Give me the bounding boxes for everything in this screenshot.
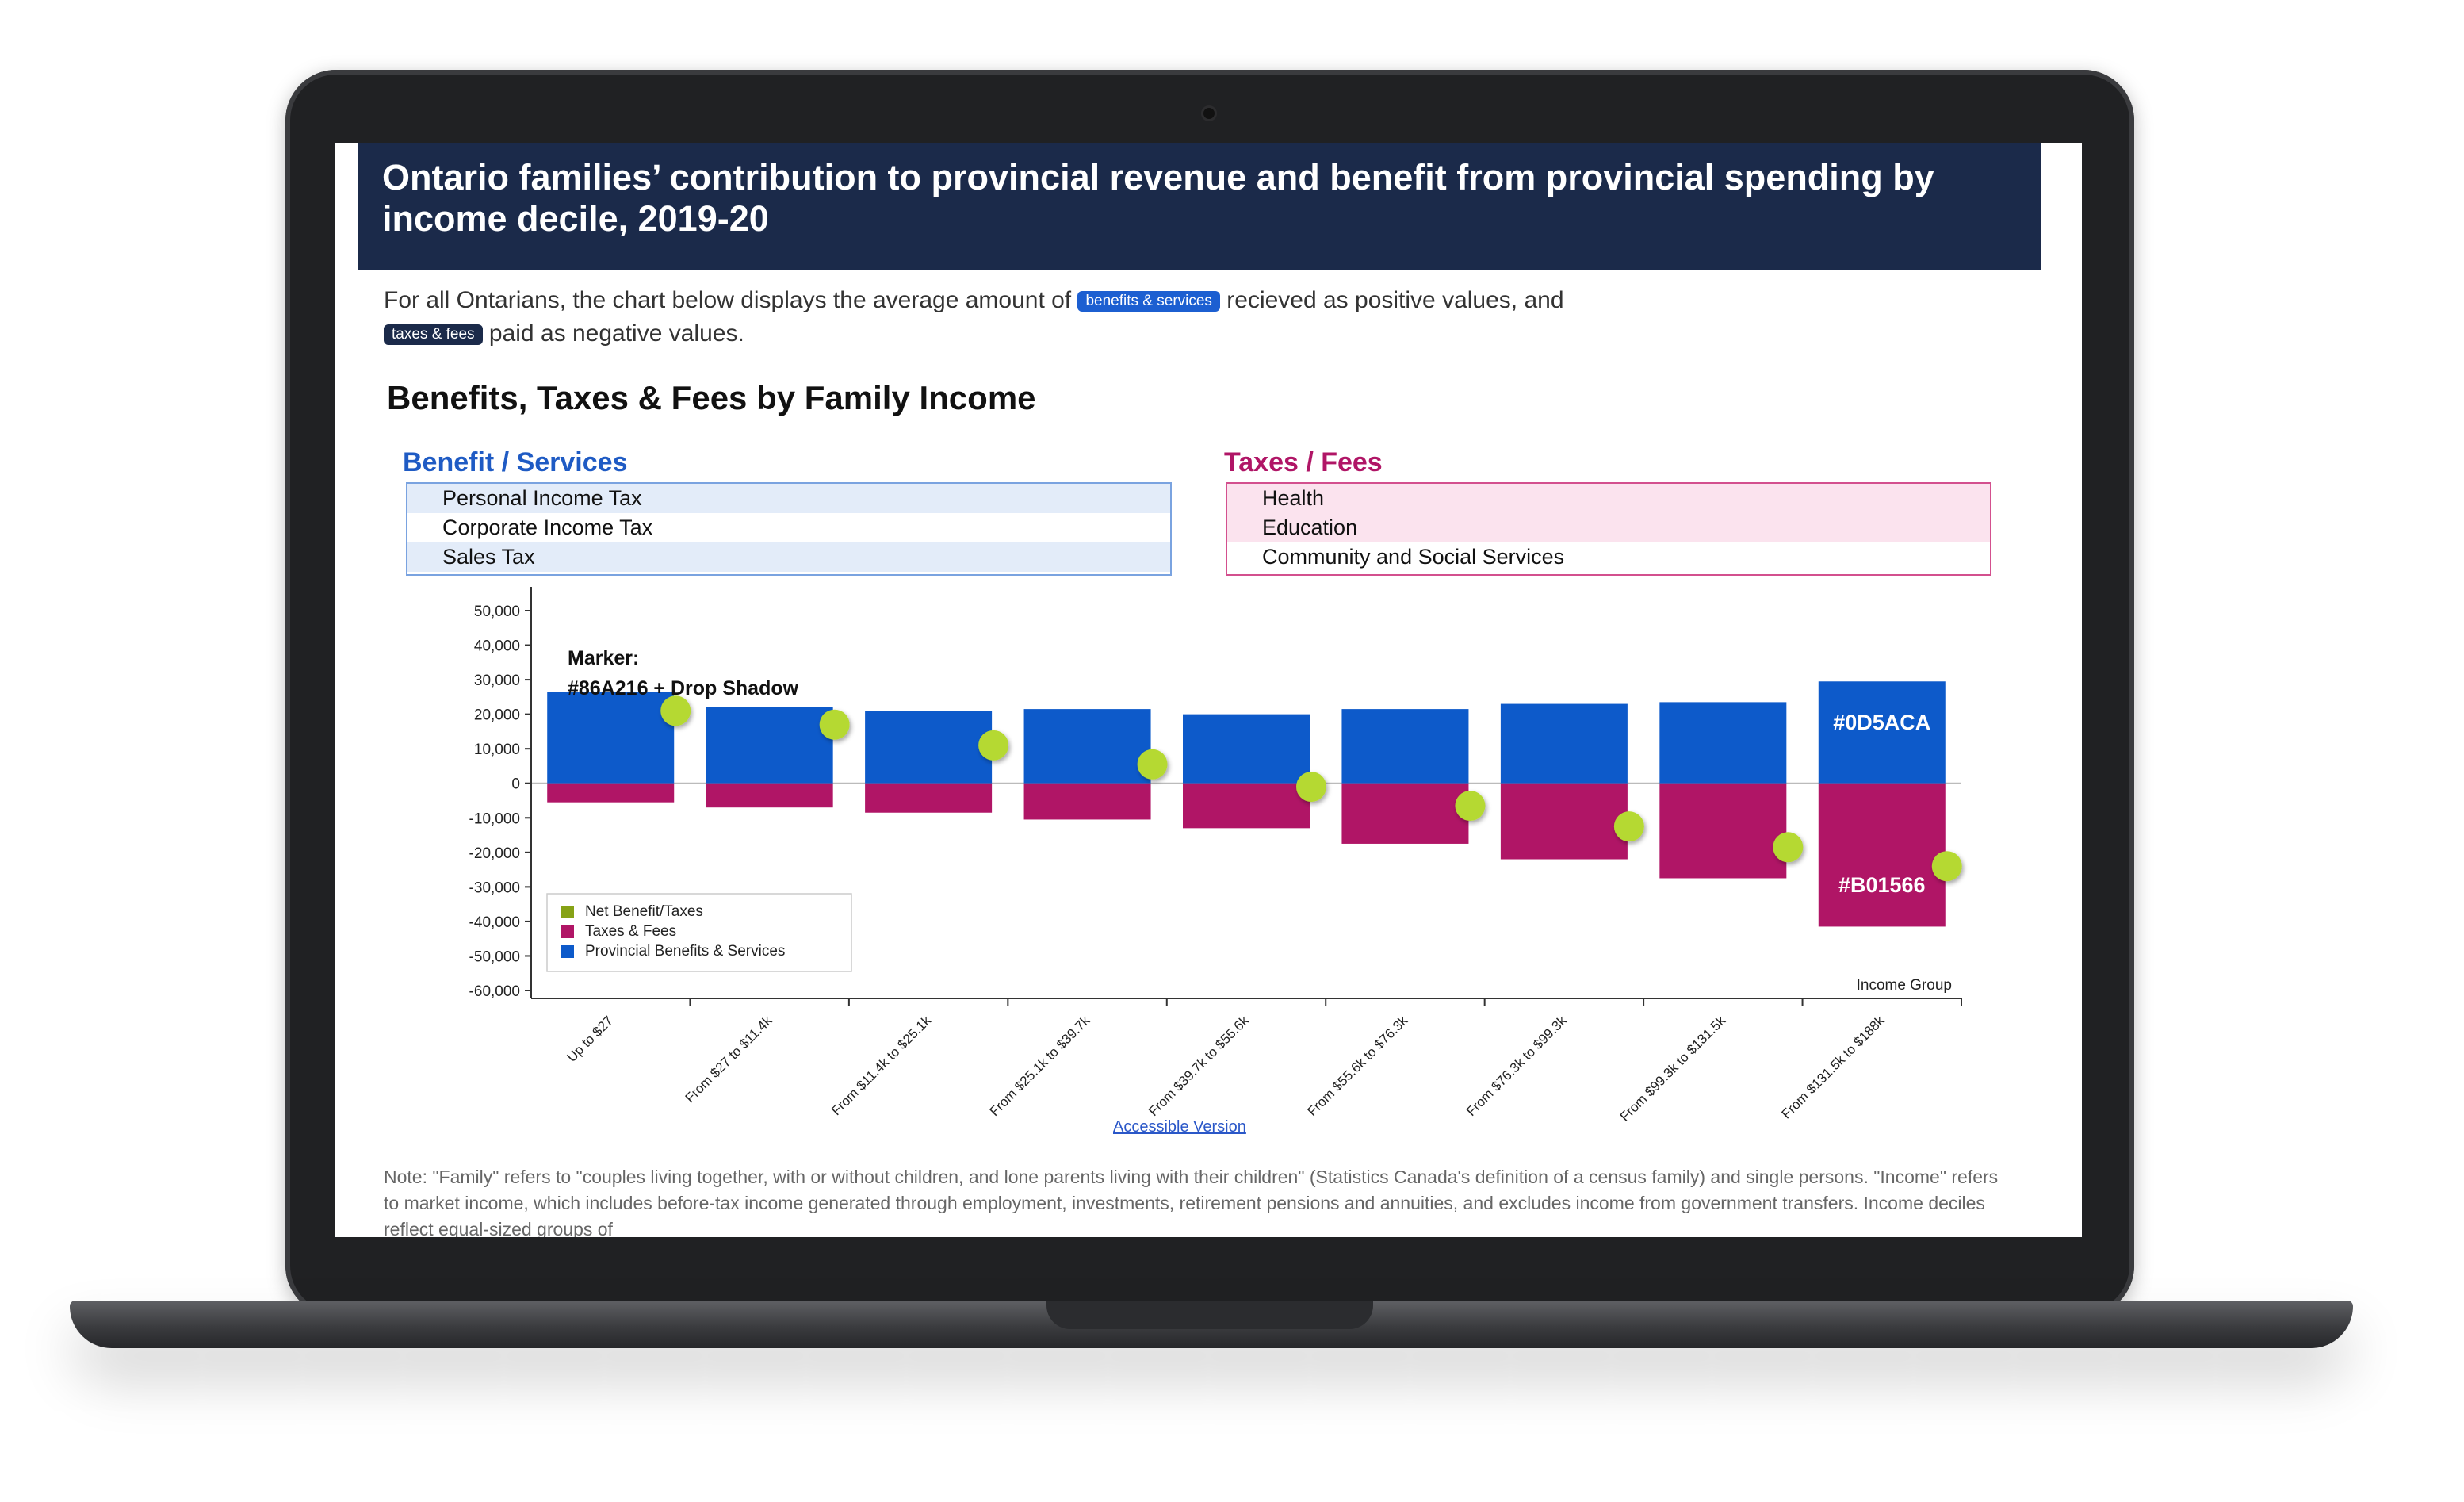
legend-swatch (561, 925, 574, 938)
legend-swatch (561, 945, 574, 958)
x-tick-label: From $11.4k to $25.1k (828, 1013, 934, 1118)
tax-bar (865, 783, 993, 813)
benefit-bar (1023, 709, 1151, 784)
x-tick-label: From $131.5k to $188k (1779, 1013, 1888, 1121)
laptop-notch (1046, 1301, 1373, 1329)
y-tick-label: -20,000 (469, 845, 520, 862)
y-tick-label: 0 (511, 776, 520, 793)
tax-color-label: #B01566 (1838, 873, 1926, 897)
marker-annotation-color: #86A216 + Drop Shadow (568, 677, 799, 699)
y-tick-label: -60,000 (469, 983, 520, 1000)
y-tick-label: 30,000 (474, 672, 520, 689)
y-tick-label: 20,000 (474, 707, 520, 724)
tax-bar (1500, 783, 1628, 860)
tax-bar (1023, 783, 1151, 820)
intro-text-1: For all Ontarians, the chart below displ… (384, 287, 1078, 313)
legend-label: Taxes & Fees (585, 923, 676, 940)
intro-text-3: paid as negative values. (482, 320, 744, 347)
y-tick-label: 40,000 (474, 638, 520, 655)
legend-label: Provincial Benefits & Services (585, 943, 785, 960)
legend-label: Net Benefit/Taxes (585, 903, 703, 920)
benefit-bar (1818, 681, 1946, 784)
benefits-list: Personal Income Tax Corporate Income Tax… (406, 482, 1172, 576)
x-tick-label: From $76.3k to $99.3k (1463, 1013, 1570, 1119)
tax-bar (706, 783, 833, 808)
tax-bar (1659, 783, 1787, 879)
tax-bar (1818, 783, 1946, 927)
footnote: Note: "Family" refers to "couples living… (384, 1167, 1999, 1237)
taxes-pill: taxes & fees (384, 324, 483, 346)
chart-title: Benefits, Taxes & Fees by Family Income (387, 379, 1036, 416)
benefit-bar (1659, 702, 1787, 784)
benefits-item[interactable]: Personal Income Tax (407, 484, 1170, 513)
net-benefit-marker (1137, 749, 1168, 780)
page-title: Ontario families’ contribution to provin… (358, 143, 2041, 270)
x-tick-label: From $27 to $11.4k (683, 1013, 775, 1105)
taxes-list: Health Education Community and Social Se… (1226, 482, 1991, 576)
chart-intro: For all Ontarians, the chart below displ… (384, 284, 2049, 351)
net-benefit-marker (978, 730, 1009, 761)
laptop-screen: Ontario families’ contribution to provin… (335, 143, 2082, 1237)
x-axis-title: Income Group (1857, 977, 1952, 994)
tax-bar (547, 783, 675, 803)
benefit-bar (547, 692, 675, 784)
benefit-bar (1183, 714, 1310, 784)
y-tick-label: -10,000 (469, 810, 520, 827)
net-benefit-marker (1455, 791, 1486, 822)
benefit-color-label: #0D5ACA (1833, 711, 1930, 734)
benefit-bar (1500, 703, 1628, 784)
legend-swatch (561, 906, 574, 918)
net-benefit-marker (1296, 772, 1326, 803)
y-tick-label: 50,000 (474, 603, 520, 620)
net-benefit-marker (1773, 832, 1804, 863)
x-tick-label: From $99.3k to $131.5k (1617, 1013, 1729, 1125)
net-benefit-marker (660, 695, 691, 726)
net-benefit-marker (1613, 811, 1644, 842)
net-benefit-marker (1931, 851, 1962, 882)
y-tick-label: 10,000 (474, 741, 520, 758)
benefit-bar (1341, 709, 1469, 784)
marker-annotation-title: Marker: (568, 647, 639, 669)
net-benefit-marker (819, 709, 850, 740)
bar-chart: 50,000 40,000 30,000 20,000 10,000 0 -10,000 -2… (469, 587, 1962, 1125)
benefit-bar (706, 707, 833, 784)
benefits-item[interactable]: Sales Tax (407, 542, 1170, 572)
intro-text-2: recieved as positive values, and (1219, 287, 1564, 313)
taxes-item[interactable]: Community and Social Services (1262, 545, 1565, 569)
webcam-icon (1203, 108, 1215, 119)
taxes-heading: Taxes / Fees (1224, 447, 1383, 477)
benefits-item[interactable]: Corporate Income Tax (442, 515, 653, 539)
x-tick-label: Up to $27 (564, 1013, 616, 1065)
accessible-version-link[interactable]: Accessible Version (1113, 1118, 1246, 1136)
benefits-pill: benefits & services (1077, 291, 1220, 312)
taxes-item[interactable]: Education (1227, 513, 1990, 542)
tax-bar (1183, 783, 1310, 829)
y-tick-label: -40,000 (469, 914, 520, 931)
y-tick-label: -30,000 (469, 879, 520, 896)
x-tick-label: From $39.7k to $55.6k (1146, 1013, 1252, 1119)
x-tick-label: From $55.6k to $76.3k (1305, 1013, 1411, 1119)
tax-bar (1341, 783, 1469, 844)
y-tick-label: -50,000 (469, 948, 520, 965)
chart-legend (546, 893, 852, 972)
taxes-item[interactable]: Health (1227, 484, 1990, 513)
benefits-heading: Benefit / Services (403, 447, 628, 477)
x-tick-label: From $25.1k to $39.7k (987, 1013, 1093, 1119)
